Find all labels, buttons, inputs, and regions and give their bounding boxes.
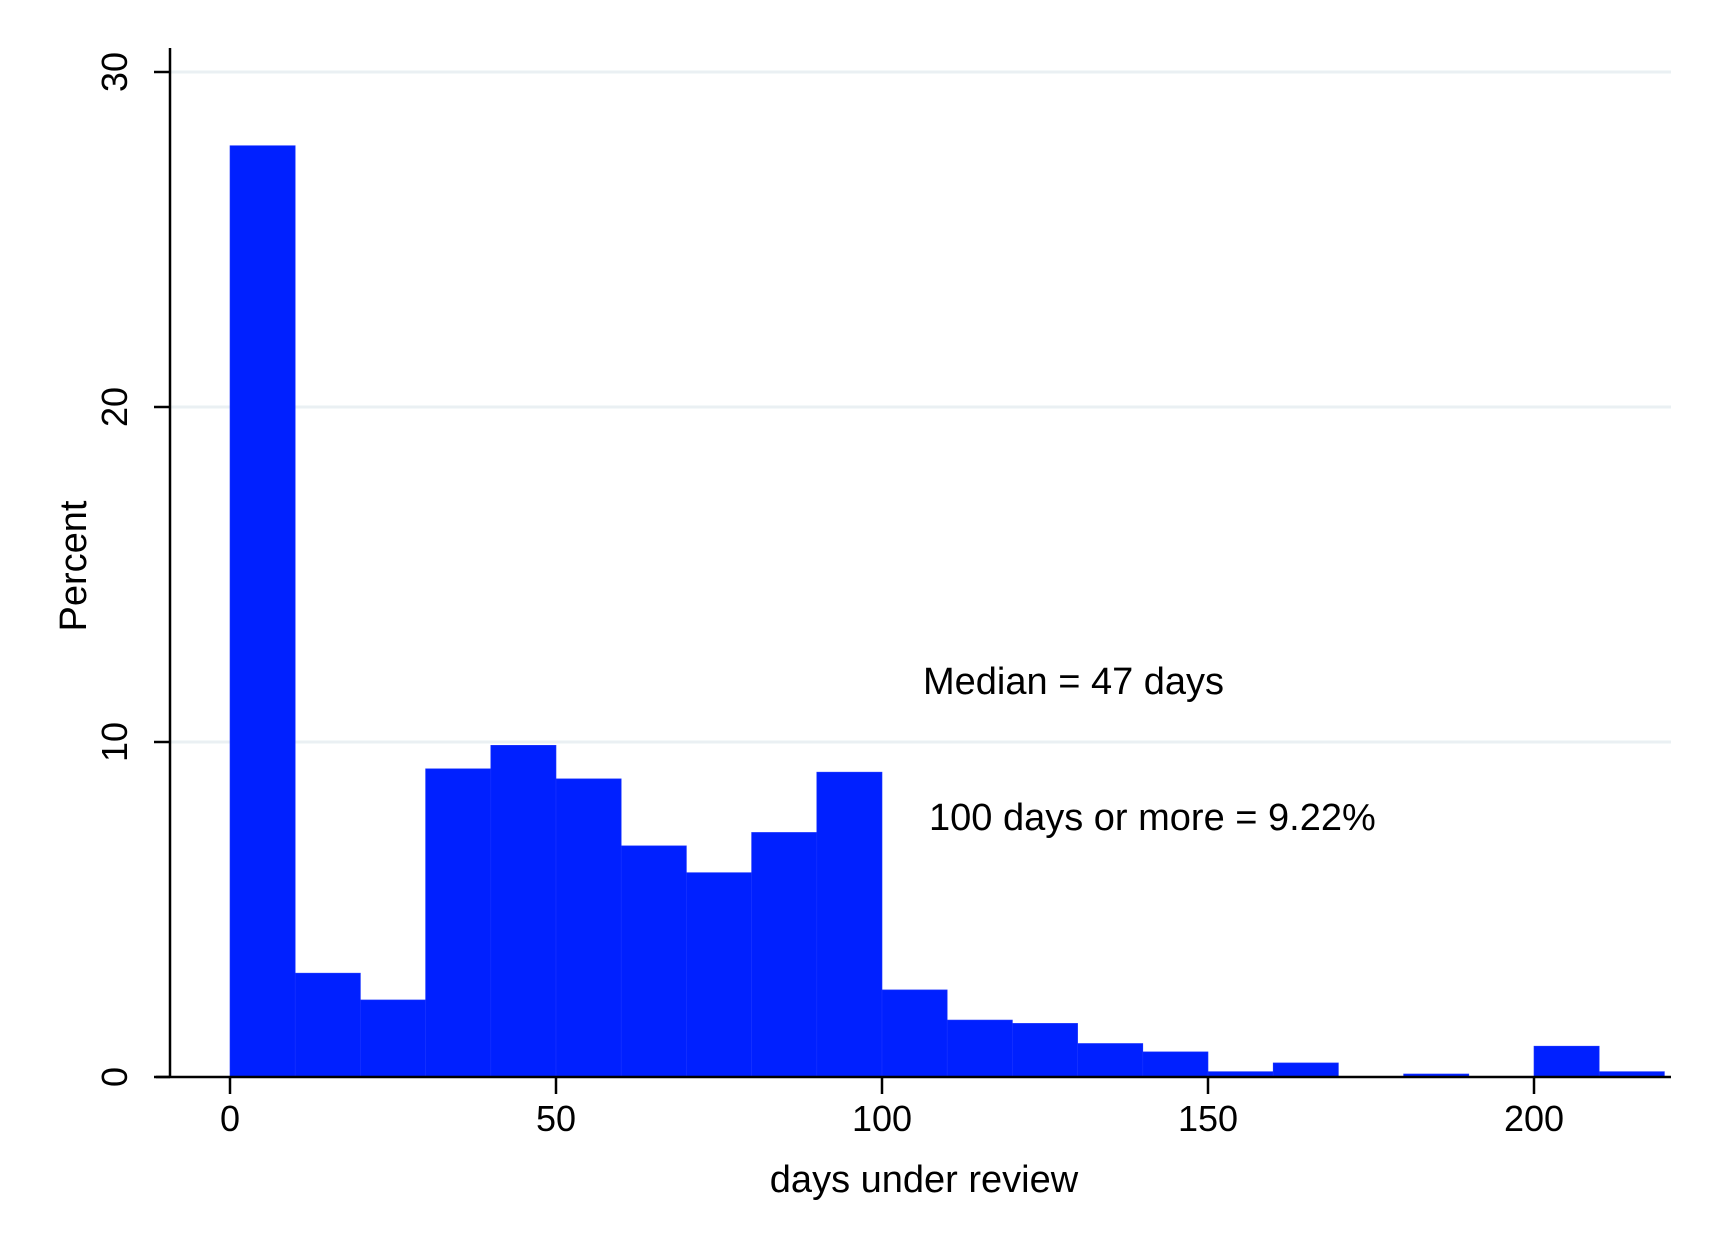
over-100-days-annotation: 100 days or more = 9.22% <box>929 797 1376 839</box>
x-tick-label: 0 <box>220 1098 240 1139</box>
histogram-bar <box>1142 1051 1209 1078</box>
histogram-bar <box>751 832 818 1078</box>
histogram-bar <box>490 745 557 1078</box>
histogram-bar <box>946 1019 1013 1078</box>
histogram-bar <box>1077 1043 1144 1078</box>
histogram-bar <box>881 989 948 1078</box>
x-axis-title: days under review <box>770 1159 1079 1201</box>
bars <box>229 145 1665 1078</box>
x-tick-label: 200 <box>1504 1098 1564 1139</box>
histogram-bar <box>425 768 492 1078</box>
histogram-bar <box>360 999 426 1078</box>
axes <box>156 48 1671 1079</box>
median-annotation: Median = 47 days <box>923 661 1224 703</box>
x-tick-label: 150 <box>1178 1098 1238 1139</box>
x-tick-label: 50 <box>536 1098 576 1139</box>
y-axis-title: Percent <box>53 500 95 631</box>
y-tick-label: 0 <box>94 1067 135 1087</box>
gridlines <box>170 70 1671 744</box>
histogram-bar <box>294 972 361 1078</box>
histogram-bar <box>555 778 622 1078</box>
x-axis-ticks: 0 50 100 150 200 <box>220 1077 1564 1139</box>
histogram-bar <box>1533 1045 1600 1078</box>
x-tick-label: 100 <box>852 1098 912 1139</box>
histogram-bar <box>229 145 296 1078</box>
histogram-bar <box>1012 1023 1078 1078</box>
histogram-bar <box>620 845 687 1078</box>
histogram-bar <box>686 872 752 1078</box>
y-tick-label: 10 <box>94 722 135 762</box>
y-tick-label: 20 <box>94 387 135 427</box>
y-axis-ticks: 0 10 20 30 <box>94 52 170 1087</box>
histogram-bar <box>1272 1062 1339 1078</box>
y-tick-label: 30 <box>94 52 135 92</box>
histogram-bar <box>816 771 883 1078</box>
